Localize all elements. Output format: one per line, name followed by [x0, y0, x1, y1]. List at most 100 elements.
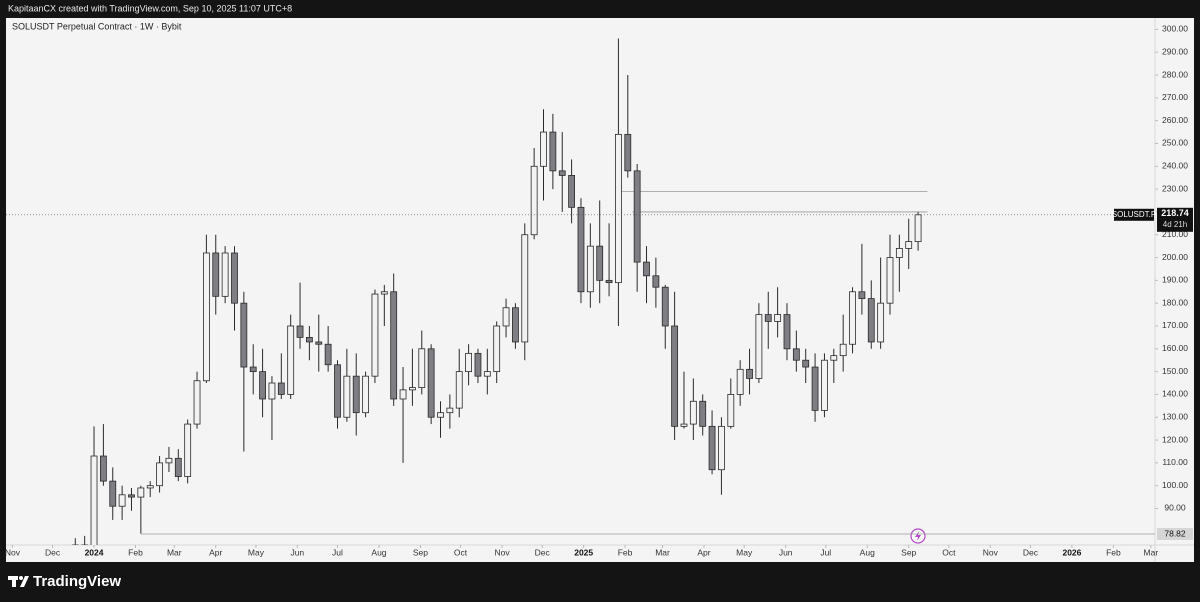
y-tick-label: 140.00: [1162, 389, 1188, 399]
candle-body: [858, 291, 866, 300]
x-tick-label: 2025: [574, 547, 593, 557]
y-tick-label: 90.00: [1164, 503, 1186, 513]
y-tick-label: 230.00: [1162, 183, 1188, 193]
candle-body: [568, 175, 576, 208]
candle-body: [306, 336, 313, 343]
candle-body: [596, 245, 604, 281]
candle-body: [455, 371, 463, 409]
candle-body: [877, 302, 885, 343]
candle-body: [212, 252, 220, 297]
candle-body: [671, 325, 679, 427]
y-tick-label: 110.00: [1162, 457, 1188, 467]
candle-body: [287, 325, 295, 395]
candle-body: [390, 291, 398, 400]
y-tick-label: 280.00: [1162, 69, 1188, 79]
x-tick-label: Nov: [494, 547, 510, 557]
candle-body: [418, 348, 426, 388]
candle-body: [615, 133, 622, 284]
y-tick-label: 300.00: [1162, 24, 1188, 34]
candle-body: [202, 252, 210, 382]
x-tick-label: Feb: [618, 547, 633, 557]
x-tick-label: Feb: [128, 547, 143, 557]
countdown-label: 4d 21h: [1163, 220, 1187, 229]
x-tick-label: Aug: [860, 547, 875, 557]
symbol-label-box: [1114, 208, 1154, 221]
candle-body: [259, 371, 266, 400]
candle-body: [689, 400, 697, 425]
x-tick-label: 2024: [85, 547, 104, 557]
x-tick-label: Oct: [942, 547, 956, 557]
candle-body: [521, 234, 529, 343]
candle-body: [474, 352, 482, 377]
last-price-label: 218.74: [1161, 208, 1189, 218]
candle-body: [118, 494, 126, 507]
candle-body: [371, 293, 379, 377]
candle-body: [483, 371, 491, 377]
candle-body: [493, 325, 501, 373]
candle-body: [624, 133, 632, 172]
candle-body: [849, 291, 856, 345]
last-price-box: [1157, 207, 1193, 232]
x-tick-label: Feb: [1106, 547, 1121, 557]
candle-body: [240, 302, 248, 368]
candle-body: [783, 314, 791, 350]
candle-body: [530, 165, 538, 236]
chart-title: SOLUSDT Perpetual Contract · 1W · Bybit: [12, 21, 182, 31]
candle-body: [586, 245, 594, 293]
candle-body: [633, 170, 641, 263]
candle-body: [605, 279, 613, 284]
alert-icon: [910, 528, 926, 544]
y-tick-label: 100.00: [1162, 480, 1188, 490]
candle-body: [324, 343, 332, 366]
candle-body: [502, 307, 510, 327]
x-tick-label: Jul: [332, 547, 343, 557]
candle-body: [830, 355, 838, 361]
candle-body: [352, 375, 360, 414]
candle-body: [680, 423, 688, 427]
y-tick-label: 200.00: [1162, 252, 1188, 262]
x-tick-label: Nov: [5, 547, 21, 557]
candle-body: [708, 425, 716, 471]
candle-body: [446, 407, 454, 414]
candle-body: [90, 455, 98, 545]
candle-body: [512, 307, 519, 343]
y-tick-label: 250.00: [1162, 138, 1188, 148]
x-tick-label: 2026: [1062, 547, 1081, 557]
x-tick-label: Mar: [1144, 547, 1159, 557]
candle-body: [99, 455, 107, 482]
candle-body: [277, 382, 285, 395]
candle-body: [221, 252, 229, 297]
candle-body: [905, 241, 913, 249]
candle-body: [193, 380, 201, 425]
candle-body: [165, 457, 173, 464]
x-tick-label: Jun: [779, 547, 793, 557]
y-tick-label: 270.00: [1162, 92, 1188, 102]
candle-body: [661, 286, 669, 327]
x-tick-label: Sep: [901, 547, 916, 557]
y-tick-label: 190.00: [1162, 275, 1188, 285]
x-tick-label: May: [248, 547, 265, 557]
candle-body: [334, 364, 341, 418]
candle-body: [362, 375, 369, 414]
x-tick-label: Dec: [45, 547, 61, 557]
candle-body: [727, 394, 735, 427]
candle-body: [895, 248, 903, 258]
candle-body: [746, 368, 753, 379]
candle-body: [146, 485, 154, 489]
candle-body: [184, 423, 192, 477]
footer-logo-text: TradingView: [33, 573, 121, 590]
candle-body: [380, 291, 388, 295]
candle-body: [718, 425, 725, 471]
level-label: 78.82: [1164, 528, 1186, 538]
candle-body: [437, 412, 444, 418]
candle-body: [409, 387, 416, 391]
footer-logo: TradingView: [8, 573, 121, 590]
candle-body: [156, 462, 163, 487]
header-text: KapitaanCX created with TradingView.com,…: [8, 3, 292, 13]
x-tick-label: Sep: [413, 547, 428, 557]
candle-body: [427, 348, 435, 418]
x-tick-label: Mar: [167, 547, 182, 557]
symbol-label: SOLUSDT.P: [1112, 210, 1156, 219]
candle-body: [137, 487, 145, 498]
overlay: 90.00 100.00 110.00 120.00 130.00 140.00 150.0…: [5, 24, 1193, 557]
